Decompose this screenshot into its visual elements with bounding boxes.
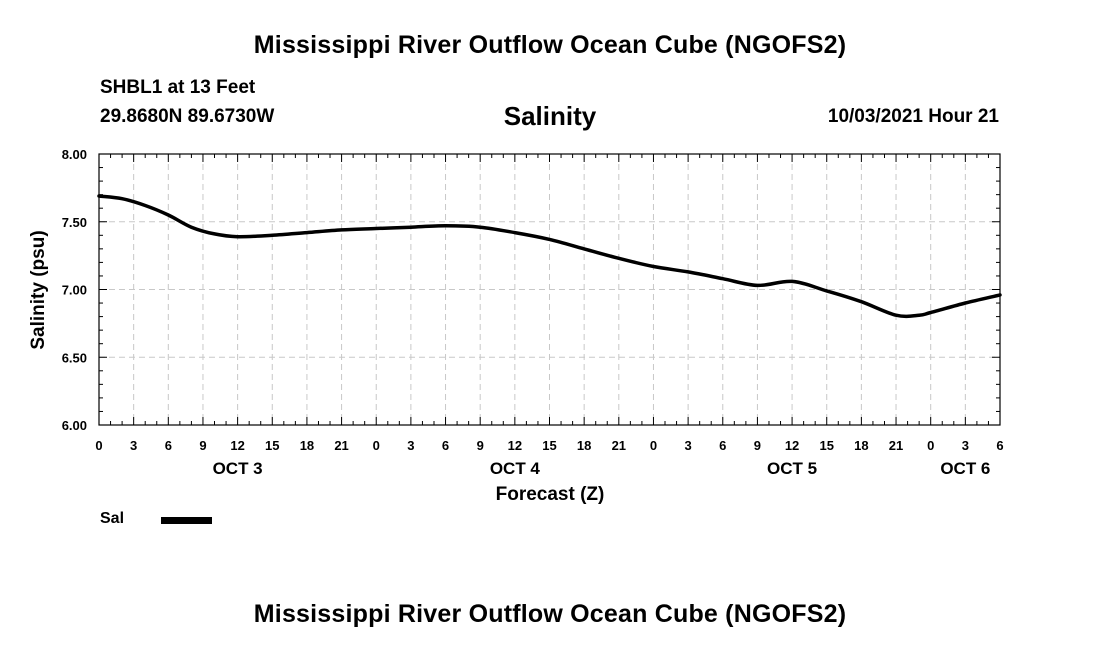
x-tick-label: 12 xyxy=(508,438,522,453)
x-tick-label: 12 xyxy=(230,438,244,453)
x-tick-label: 18 xyxy=(854,438,868,453)
x-tick-label: 12 xyxy=(785,438,799,453)
x-axis-label: Forecast (Z) xyxy=(496,484,605,505)
grid-lines xyxy=(99,154,1000,425)
chart-title: Mississippi River Outflow Ocean Cube (NG… xyxy=(253,31,847,59)
y-axis-label: Salinity (psu) xyxy=(28,230,49,349)
station-label: SHBL1 at 13 Feet xyxy=(100,77,256,98)
y-tick-label: 6.00 xyxy=(62,418,87,433)
x-tick-label: 0 xyxy=(650,438,657,453)
x-tick-label: 3 xyxy=(130,438,137,453)
forecast-datetime: 10/03/2021 Hour 21 xyxy=(827,106,999,127)
product-title: Salinity xyxy=(503,101,597,131)
x-tick-label: 21 xyxy=(334,438,348,453)
x-tick-label: 6 xyxy=(165,438,172,453)
x-tick-label: 21 xyxy=(889,438,903,453)
day-label: OCT 5 xyxy=(767,459,817,478)
y-tick-labels: 6.00 6.50 7.00 7.50 8.00 xyxy=(62,147,87,433)
x-tick-label: 0 xyxy=(927,438,934,453)
legend-label: Sal xyxy=(100,510,125,527)
x-tick-label: 3 xyxy=(407,438,414,453)
x-tick-label: 9 xyxy=(477,438,484,453)
x-tick-label: 0 xyxy=(95,438,102,453)
x-tick-label: 15 xyxy=(265,438,279,453)
x-tick-labels: 0 3 6 9 12 15 18 21 0 3 6 9 12 15 18 21 0 3 6 9 12 15 18 21 0 3 6 xyxy=(95,438,1003,453)
x-tick-label: 9 xyxy=(199,438,206,453)
series-line-sal xyxy=(97,194,1002,319)
x-tick-label: 15 xyxy=(542,438,556,453)
legend-swatch xyxy=(161,517,212,524)
x-tick-label: 18 xyxy=(300,438,314,453)
x-tick-label: 18 xyxy=(577,438,591,453)
x-tick-label: 6 xyxy=(719,438,726,453)
plot-frame xyxy=(98,153,1001,426)
x-tick-label: 3 xyxy=(684,438,691,453)
day-label: OCT 4 xyxy=(490,459,541,478)
x-tick-label: 15 xyxy=(819,438,833,453)
x-tick-label: 9 xyxy=(754,438,761,453)
x-tick-label: 6 xyxy=(996,438,1003,453)
y-tick-label: 6.50 xyxy=(62,350,87,365)
x-tick-label: 0 xyxy=(373,438,380,453)
axis-ticks xyxy=(98,153,1001,426)
y-tick-label: 8.00 xyxy=(62,147,87,162)
x-tick-label: 3 xyxy=(962,438,969,453)
y-tick-label: 7.50 xyxy=(62,215,87,230)
day-label: OCT 3 xyxy=(213,459,263,478)
day-labels: OCT 3 OCT 4 OCT 5 OCT 6 xyxy=(213,459,991,478)
station-coordinates: 29.8680N 89.6730W xyxy=(100,106,275,127)
x-tick-label: 6 xyxy=(442,438,449,453)
x-tick-label: 21 xyxy=(612,438,626,453)
day-label: OCT 6 xyxy=(940,459,990,478)
footer-title: Mississippi River Outflow Ocean Cube (NG… xyxy=(253,600,847,628)
y-tick-label: 7.00 xyxy=(62,283,87,298)
